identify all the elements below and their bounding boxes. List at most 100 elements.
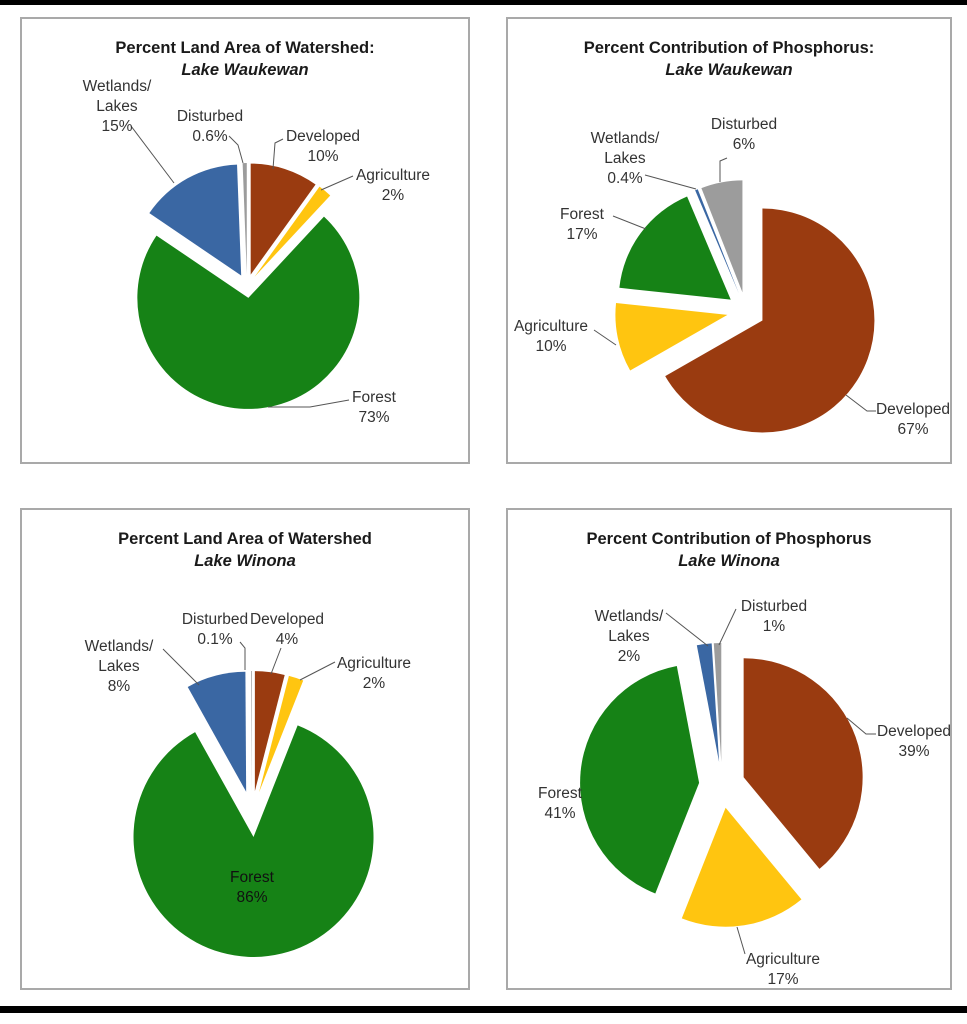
slice-label-name: Developed bbox=[249, 611, 325, 628]
slice-label-wetlands-lakes: Wetlands/Lakes 8% bbox=[85, 637, 154, 697]
slice-label-name: Wetlands/ bbox=[594, 608, 664, 625]
chart-title: Percent Contribution of Phosphorus bbox=[586, 530, 872, 548]
slice-label-agriculture: Agriculture 2% bbox=[337, 654, 411, 694]
slice-label-wetlands-lakes: Wetlands/Lakes 15% bbox=[83, 77, 152, 137]
slice-label-value: 17% bbox=[767, 971, 799, 988]
slice-label-name: Developed bbox=[285, 128, 361, 145]
pie-slice-disturbed bbox=[242, 163, 247, 274]
pie-slice-agriculture bbox=[259, 675, 304, 793]
slice-label-forest: Forest 41% bbox=[538, 784, 582, 824]
slice-label-name: Forest bbox=[538, 785, 582, 802]
leader-line bbox=[846, 717, 876, 735]
slice-label-name: Disturbed bbox=[176, 108, 244, 125]
chart-title: Percent Land Area of Watershed: bbox=[115, 39, 375, 57]
slice-label-value: 39% bbox=[898, 743, 930, 760]
pie-slice-disturbed bbox=[701, 180, 743, 293]
chart-subtitle: Lake Winona bbox=[678, 552, 780, 570]
pie-slice-wetlands-lakes bbox=[695, 189, 739, 294]
chart-panel-winona-phosphorus: Percent Contribution of Phosphorus Lake … bbox=[506, 508, 952, 990]
slice-label-wetlands-lakes: Wetlands/Lakes 0.4% bbox=[591, 129, 660, 189]
pie-slice-developed bbox=[250, 163, 316, 275]
slice-label-name: Developed bbox=[876, 723, 952, 740]
slice-label-name: Lakes bbox=[608, 628, 650, 645]
chart-subtitle: Lake Waukewan bbox=[665, 61, 793, 79]
pie-slice-agriculture bbox=[254, 186, 331, 277]
slice-label-value: 2% bbox=[381, 187, 405, 204]
slice-label-name: Lakes bbox=[96, 98, 138, 115]
slice-label-value: 10% bbox=[307, 148, 339, 165]
slice-label-name: Agriculture bbox=[336, 655, 412, 672]
pie-slice-wetlands-lakes bbox=[149, 164, 242, 276]
slice-label-developed: Developed 67% bbox=[876, 400, 950, 440]
slice-label-disturbed: Disturbed 6% bbox=[711, 115, 777, 155]
chart-title: Percent Land Area of Watershed bbox=[118, 530, 372, 548]
chart-subtitle: Lake Winona bbox=[194, 552, 296, 570]
chart-title: Percent Contribution of Phosphorus: bbox=[583, 39, 875, 57]
slice-label-disturbed: Disturbed 0.6% bbox=[177, 107, 243, 147]
leader-line bbox=[228, 135, 244, 164]
slice-label-value: 1% bbox=[762, 618, 786, 635]
slice-label-disturbed: Disturbed 0.1% bbox=[182, 610, 248, 650]
pie-chart bbox=[580, 608, 876, 955]
slice-label-developed: Developed 4% bbox=[250, 610, 324, 650]
slice-label-value: 67% bbox=[897, 421, 929, 438]
pie-chart bbox=[130, 125, 360, 409]
leader-line bbox=[665, 612, 709, 647]
slice-label-value: 73% bbox=[358, 409, 390, 426]
leader-line bbox=[718, 608, 737, 646]
slice-label-name: Lakes bbox=[604, 150, 646, 167]
leader-line bbox=[719, 157, 728, 182]
pie-slice-developed bbox=[743, 658, 863, 869]
slice-label-disturbed: Disturbed 1% bbox=[741, 597, 807, 637]
slice-label-forest: Forest 17% bbox=[560, 205, 604, 245]
slice-label-wetlands-lakes: Wetlands/Lakes 2% bbox=[595, 607, 664, 667]
slice-label-name: Wetlands/ bbox=[590, 130, 660, 147]
slice-label-agriculture: Agriculture 17% bbox=[746, 950, 820, 990]
slice-label-name: Forest bbox=[560, 206, 604, 223]
pie-slice-wetlands-lakes bbox=[187, 671, 247, 792]
leader-line bbox=[130, 125, 175, 184]
bottom-rule bbox=[0, 1006, 967, 1013]
leader-line bbox=[320, 175, 354, 191]
slice-label-value: 8% bbox=[107, 678, 131, 695]
slice-label-name: Disturbed bbox=[181, 611, 249, 628]
slice-label-value: 0.1% bbox=[197, 631, 233, 648]
pie-slice-agriculture bbox=[615, 303, 728, 371]
leader-line bbox=[270, 647, 282, 675]
pie-slice-disturbed bbox=[713, 643, 722, 763]
slice-label-forest: Forest 73% bbox=[352, 388, 396, 428]
slice-label-name: Wetlands/ bbox=[82, 78, 152, 95]
slice-label-value: 10% bbox=[535, 338, 567, 355]
chart-panel-winona-land-area: Percent Land Area of Watershed Lake Wino… bbox=[20, 508, 470, 990]
leader-line bbox=[239, 641, 246, 670]
slice-label-name: Disturbed bbox=[710, 116, 778, 133]
slice-label-developed: Developed 10% bbox=[286, 127, 360, 167]
pie-chart bbox=[593, 157, 876, 433]
slice-label-value: 41% bbox=[544, 805, 576, 822]
pie-slice-developed bbox=[254, 671, 285, 792]
slice-label-value: 2% bbox=[362, 675, 386, 692]
pie-slice-developed bbox=[665, 208, 875, 433]
slice-label-name: Agriculture bbox=[513, 318, 589, 335]
pie-chart bbox=[133, 641, 374, 957]
slice-label-value: 2% bbox=[617, 648, 641, 665]
slice-label-value: 15% bbox=[101, 118, 133, 135]
slice-label-name: Wetlands/ bbox=[84, 638, 154, 655]
slice-label-value: 4% bbox=[275, 631, 299, 648]
slice-label-value: 86% bbox=[236, 889, 268, 906]
slice-label-name: Agriculture bbox=[745, 951, 821, 968]
slice-label-agriculture: Agriculture 2% bbox=[356, 166, 430, 206]
leader-line bbox=[593, 329, 617, 346]
leader-line bbox=[299, 661, 336, 681]
slice-label-forest: Forest 86% bbox=[230, 868, 274, 908]
slice-label-value: 0.6% bbox=[192, 128, 228, 145]
pie-slice-forest bbox=[580, 665, 700, 894]
chart-panel-waukewan-phosphorus: Percent Contribution of Phosphorus: Lake… bbox=[506, 17, 952, 464]
slice-label-name: Lakes bbox=[98, 658, 140, 675]
pie-slice-forest bbox=[137, 216, 360, 409]
pie-slice-forest bbox=[133, 725, 374, 957]
chart-subtitle: Lake Waukewan bbox=[181, 61, 309, 79]
pie-slice-disturbed bbox=[251, 670, 252, 791]
top-rule bbox=[0, 0, 967, 5]
